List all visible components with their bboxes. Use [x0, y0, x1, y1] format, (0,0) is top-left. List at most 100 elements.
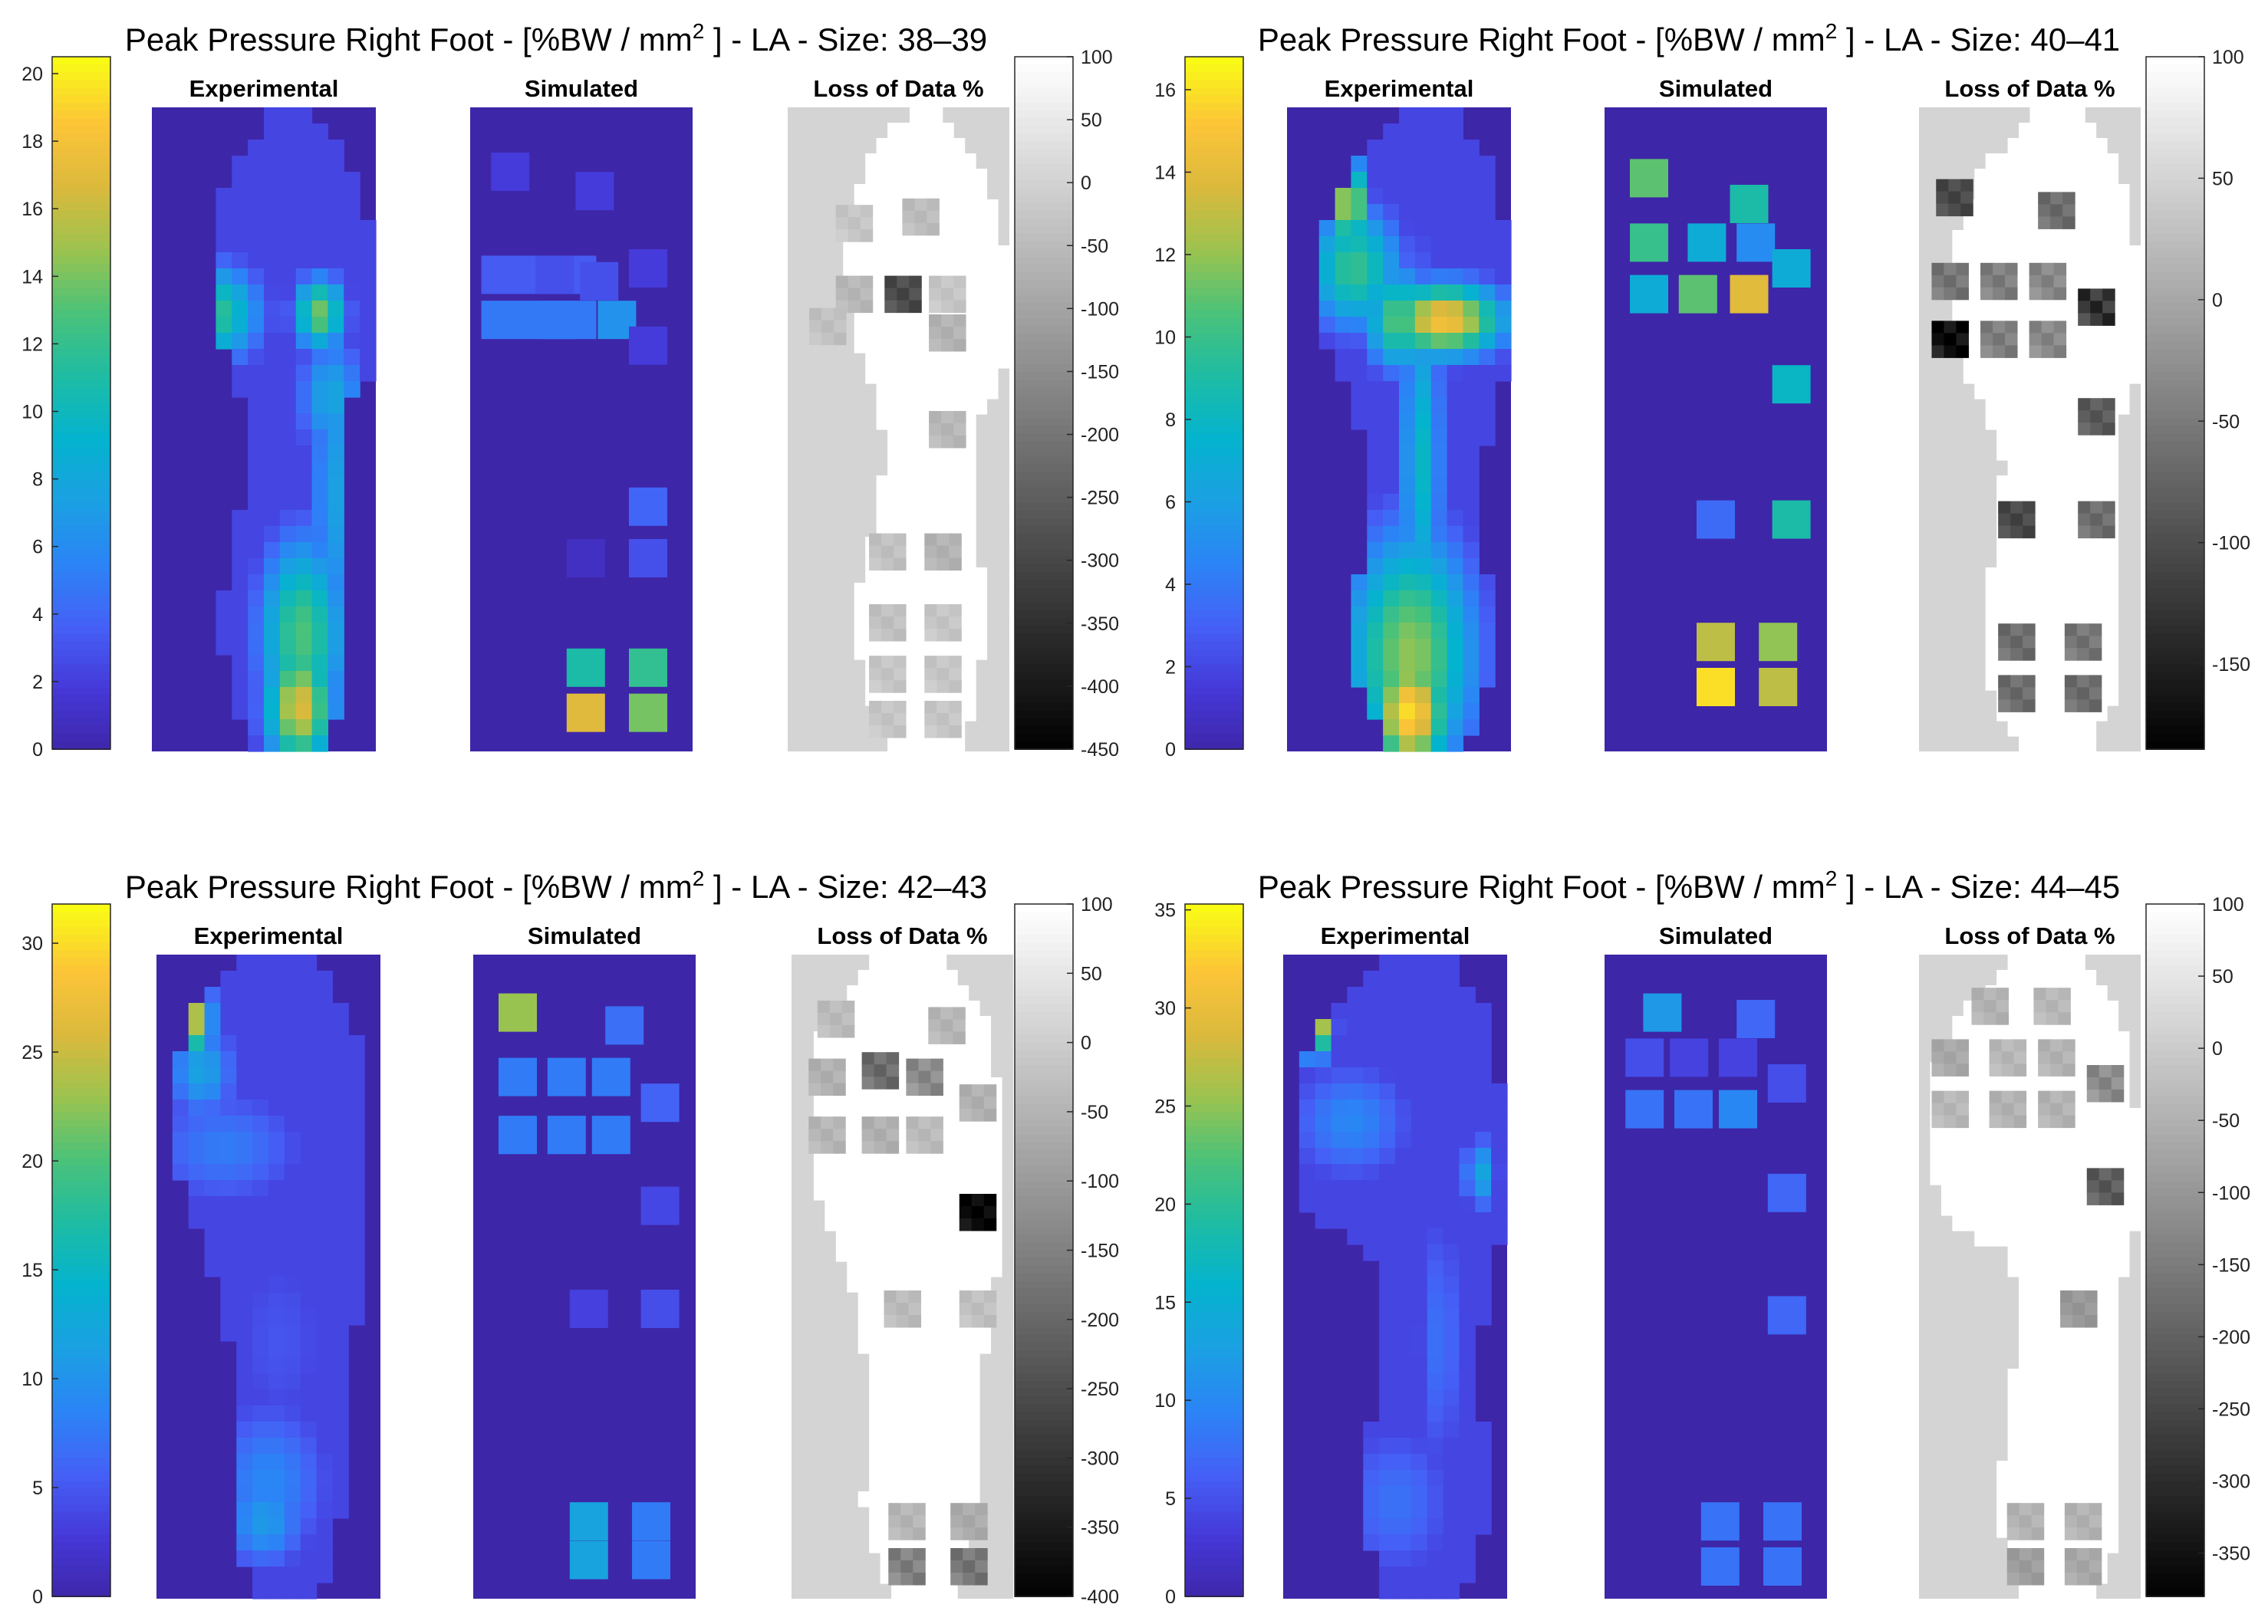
loss-foot-region: [869, 1461, 980, 1477]
experimental-cell: [284, 1116, 301, 1133]
pressure-colorbar-segment: [1185, 695, 1243, 704]
pressure-tick-label: 25: [1154, 1096, 1176, 1117]
experimental-cell: [1459, 1164, 1476, 1181]
experimental-cell: [1315, 1180, 1332, 1197]
experimental-cell: [1430, 204, 1448, 221]
loss-cell: [2076, 1503, 2090, 1516]
experimental-cell: [1443, 1261, 1460, 1277]
experimental-cell: [1399, 462, 1416, 478]
pressure-colorbar-segment: [1185, 672, 1243, 681]
pressure-colorbar-segment: [1185, 133, 1243, 143]
experimental-cell: [1363, 1148, 1380, 1165]
experimental-cell: [1347, 987, 1364, 1004]
experimental-cell: [1479, 268, 1496, 285]
experimental-cell: [1411, 1486, 1428, 1503]
pressure-colorbar-segment: [52, 210, 110, 219]
loss-colorbar-segment: [1015, 295, 1073, 304]
experimental-cell: [316, 1244, 334, 1261]
experimental-cell: [1383, 204, 1400, 221]
loss-colorbar-segment: [2146, 1296, 2204, 1305]
experimental-cell: [279, 156, 297, 173]
experimental-cell: [252, 1405, 269, 1422]
experimental-cell: [1447, 462, 1464, 478]
loss-cell: [2102, 410, 2115, 423]
simulated-sensor: [491, 153, 530, 191]
experimental-cell: [316, 1003, 334, 1020]
experimental-cell: [295, 123, 313, 140]
loss-colorbar-segment: [1015, 456, 1073, 465]
pressure-colorbar-segment: [52, 1450, 110, 1459]
experimental-cell: [1479, 284, 1496, 301]
experimental-cell: [252, 1389, 269, 1406]
loss-colorbar-segment: [1015, 1357, 1073, 1366]
loss-tick-label: 0: [1081, 1033, 1091, 1054]
pressure-colorbar-segment: [52, 981, 110, 990]
experimental-cell: [295, 317, 313, 334]
pressure-colorbar-segment: [1185, 326, 1243, 335]
pressure-colorbar-segment: [1185, 1135, 1243, 1144]
loss-tick-label: -300: [1081, 1448, 1119, 1469]
loss-cell: [971, 1315, 985, 1328]
loss-foot-region: [854, 184, 988, 200]
loss-cell: [829, 1001, 843, 1014]
loss-colorbar-segment: [1015, 1488, 1073, 1497]
loss-cell: [1989, 1051, 2003, 1064]
experimental-cell: [1367, 558, 1384, 575]
experimental-cell: [360, 349, 377, 366]
experimental-cell: [252, 1373, 269, 1390]
pressure-colorbar-segment: [52, 380, 110, 389]
experimental-cell: [1463, 188, 1480, 205]
experimental-cell: [248, 478, 265, 495]
loss-colorbar-segment: [1015, 1326, 1073, 1336]
loss-foot-region: [2019, 1583, 2097, 1599]
loss-cell: [860, 275, 874, 289]
experimental-cell: [1395, 1486, 1412, 1503]
experimental-cell: [1427, 1100, 1444, 1116]
experimental-cell: [1335, 268, 1352, 285]
simulated-sensor: [547, 1057, 586, 1096]
experimental-cell: [264, 735, 281, 752]
loss-colorbar-segment: [2146, 1288, 2204, 1297]
loss-foot-region: [876, 399, 988, 415]
experimental-cell: [1463, 623, 1480, 639]
experimental-cell: [1395, 1470, 1412, 1487]
experimental-cell: [1363, 1051, 1380, 1068]
experimental-cell: [204, 1083, 222, 1100]
experimental-cell: [204, 1196, 222, 1213]
pressure-tick-label: 16: [1154, 80, 1176, 101]
loss-cell: [1956, 1051, 1969, 1064]
pressure-tick-label: 6: [1165, 492, 1176, 514]
experimental-cell: [1430, 639, 1448, 656]
experimental-cell: [295, 413, 313, 430]
loss-cell: [2010, 501, 2023, 514]
experimental-cell: [1411, 1100, 1428, 1116]
title-superscript: 2: [1825, 866, 1838, 890]
experimental-cell: [1331, 1132, 1348, 1149]
pressure-colorbar-segment: [52, 1357, 110, 1366]
loss-colorbar-segment: [2146, 1065, 2204, 1074]
loss-cell: [848, 205, 861, 218]
experimental-cell: [1383, 510, 1400, 527]
loss-cell: [1989, 1063, 2003, 1077]
experimental-cell: [172, 1116, 189, 1133]
experimental-cell: [1463, 333, 1480, 350]
loss-cell: [941, 314, 954, 327]
loss-cell: [2089, 623, 2102, 636]
experimental-cell: [1447, 107, 1464, 124]
experimental-cell: [232, 172, 249, 189]
loss-colorbar-segment: [2146, 1088, 2204, 1097]
experimental-cell: [1443, 1035, 1460, 1052]
experimental-cell: [1463, 462, 1480, 478]
loss-colorbar-segment: [2146, 1342, 2204, 1351]
experimental-cell: [220, 1196, 237, 1213]
experimental-cell: [295, 574, 313, 591]
pressure-colorbar-frame: [51, 56, 111, 750]
experimental-cell: [1443, 1148, 1460, 1165]
pressure-colorbar-segment: [1185, 1073, 1243, 1082]
loss-cell: [1960, 203, 1973, 217]
experimental-cell: [1411, 1180, 1428, 1197]
experimental-cell: [1430, 703, 1448, 720]
loss-cell: [2013, 1051, 2027, 1064]
experimental-cell: [1459, 1534, 1476, 1551]
experimental-cell: [1395, 987, 1412, 1004]
